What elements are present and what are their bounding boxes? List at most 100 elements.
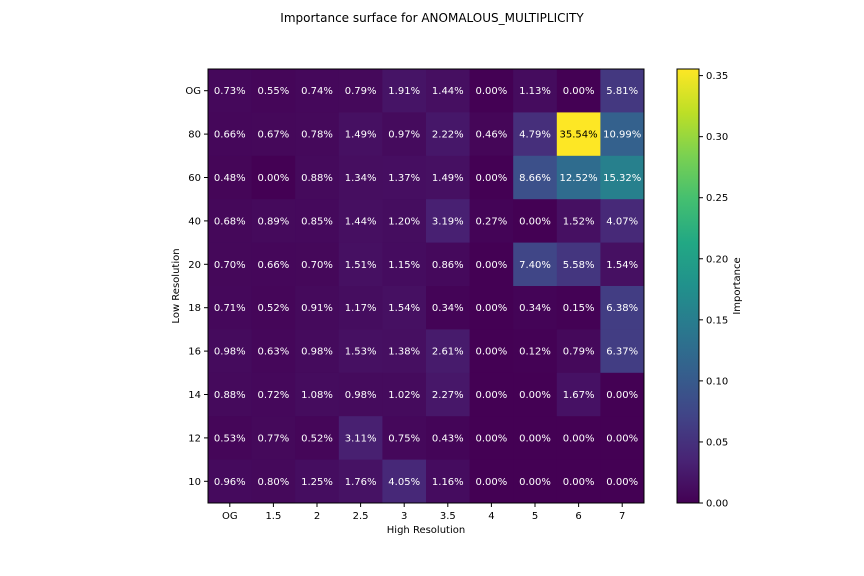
heatmap-cell xyxy=(208,286,253,330)
heatmap-cell xyxy=(556,69,601,113)
heatmap-cell xyxy=(338,416,383,461)
cell-value-label: 12.52% xyxy=(560,173,598,184)
heatmap-cell xyxy=(513,242,558,287)
cell-value-label: 0.00% xyxy=(563,86,595,97)
cell-value-label: 0.00% xyxy=(563,477,595,488)
heatmap-cell-labels: 0.73% 0.55% 0.74% 0.79% 1.91% 1.44% 0.00% 1.13%… xyxy=(214,86,641,488)
cell-value-label: 0.85% xyxy=(301,216,333,227)
heatmap-cell xyxy=(600,459,645,504)
heatmap-cell xyxy=(513,459,558,504)
heatmap-cell xyxy=(469,199,514,244)
cell-value-label: 1.13% xyxy=(519,86,551,97)
cell-value-label: 0.00% xyxy=(606,477,638,488)
heatmap-cell xyxy=(600,199,645,244)
heatmap-cell xyxy=(338,199,383,244)
x-axis-ticks: OG 1.5 2 2.5 3 3.5 4 5 6 7 xyxy=(222,503,625,522)
cell-value-label: 1.17% xyxy=(345,303,377,314)
cell-value-label: 0.00% xyxy=(519,477,551,488)
x-tick-label: 6 xyxy=(575,511,581,522)
cell-value-label: 0.00% xyxy=(563,433,595,444)
heatmap-cell xyxy=(426,155,471,200)
cell-value-label: 0.15% xyxy=(563,303,595,314)
plot-frame xyxy=(207,68,645,504)
y-tick-label: 16 xyxy=(188,347,201,358)
cell-value-label: 5.58% xyxy=(563,260,595,271)
heatmap-cell xyxy=(251,286,296,330)
cell-value-label: 6.38% xyxy=(606,303,638,314)
heatmap-cell xyxy=(513,155,558,200)
cell-value-label: 2.61% xyxy=(432,347,464,358)
heatmap-cell xyxy=(426,199,471,244)
heatmap-cell xyxy=(513,199,558,244)
heatmap-cell xyxy=(600,329,645,374)
cell-value-label: 4.07% xyxy=(606,216,638,227)
y-tick-label: 40 xyxy=(188,216,201,227)
cell-value-label: 1.16% xyxy=(432,477,464,488)
y-tick-label: 60 xyxy=(188,173,201,184)
cell-value-label: 10.99% xyxy=(603,130,641,141)
cell-value-label: 0.34% xyxy=(432,303,464,314)
heatmap-cell xyxy=(382,459,427,504)
cell-value-label: 0.72% xyxy=(258,390,290,401)
heatmap-cell xyxy=(600,69,645,113)
y-tick-label: OG xyxy=(185,86,201,97)
x-tick-label: 5 xyxy=(532,511,538,522)
cell-value-label: 1.49% xyxy=(345,130,377,141)
cell-value-label: 0.12% xyxy=(519,347,551,358)
heatmap-cell xyxy=(600,286,645,330)
colorbar-tick-label: 0.00 xyxy=(706,499,728,510)
colorbar-tick-label: 0.35 xyxy=(706,71,728,82)
y-tick-label: 18 xyxy=(188,303,201,314)
cell-value-label: 0.00% xyxy=(476,477,508,488)
heatmap-cell xyxy=(426,286,471,330)
x-tick-label: 7 xyxy=(619,511,625,522)
cell-value-label: 0.27% xyxy=(476,216,508,227)
heatmap-cell xyxy=(513,286,558,330)
heatmap-cell xyxy=(338,69,383,113)
cell-value-label: 0.77% xyxy=(258,433,290,444)
cell-value-label: 0.00% xyxy=(606,390,638,401)
heatmap-cell xyxy=(295,416,340,461)
cell-value-label: 1.20% xyxy=(388,216,420,227)
cell-value-label: 1.91% xyxy=(388,86,420,97)
heatmap-cell xyxy=(556,155,601,200)
cell-value-label: 1.67% xyxy=(563,390,595,401)
heatmap-cell xyxy=(426,329,471,374)
heatmap-cell xyxy=(295,155,340,200)
cell-value-label: 0.43% xyxy=(432,433,464,444)
cell-value-label: 3.19% xyxy=(432,216,464,227)
x-tick-label: OG xyxy=(222,511,238,522)
heatmap-cell xyxy=(338,242,383,287)
cell-value-label: 0.48% xyxy=(214,173,246,184)
heatmap-cell xyxy=(295,459,340,504)
heatmap-cell xyxy=(382,155,427,200)
heatmap-cell xyxy=(513,112,558,157)
cell-value-label: 0.97% xyxy=(388,130,420,141)
colorbar-tick-label: 0.20 xyxy=(706,254,728,265)
cell-value-label: 0.52% xyxy=(258,303,290,314)
heatmap-cell xyxy=(556,329,601,374)
heatmap-cell xyxy=(469,155,514,200)
cell-value-label: 0.00% xyxy=(476,390,508,401)
colorbar-tick-label: 0.05 xyxy=(706,437,728,448)
heatmap-cell xyxy=(600,372,645,417)
heatmap-cell xyxy=(556,372,601,417)
heatmap-cell xyxy=(251,199,296,244)
heatmap-cell xyxy=(426,416,471,461)
heatmap-cell xyxy=(382,286,427,330)
heatmap-cell xyxy=(382,69,427,113)
heatmap-cell xyxy=(251,372,296,417)
heatmap-cell xyxy=(208,155,253,200)
heatmap-cell xyxy=(469,372,514,417)
cell-value-label: 0.98% xyxy=(214,347,246,358)
y-tick-label: 10 xyxy=(188,477,201,488)
cell-value-label: 0.98% xyxy=(301,347,333,358)
heatmap-cell xyxy=(208,69,253,113)
cell-value-label: 1.54% xyxy=(606,260,638,271)
x-axis-label: High Resolution xyxy=(387,525,465,536)
cell-value-label: 0.70% xyxy=(214,260,246,271)
cell-value-label: 0.91% xyxy=(301,303,333,314)
colorbar-tick-label: 0.10 xyxy=(706,376,728,387)
heatmap-cell xyxy=(295,112,340,157)
